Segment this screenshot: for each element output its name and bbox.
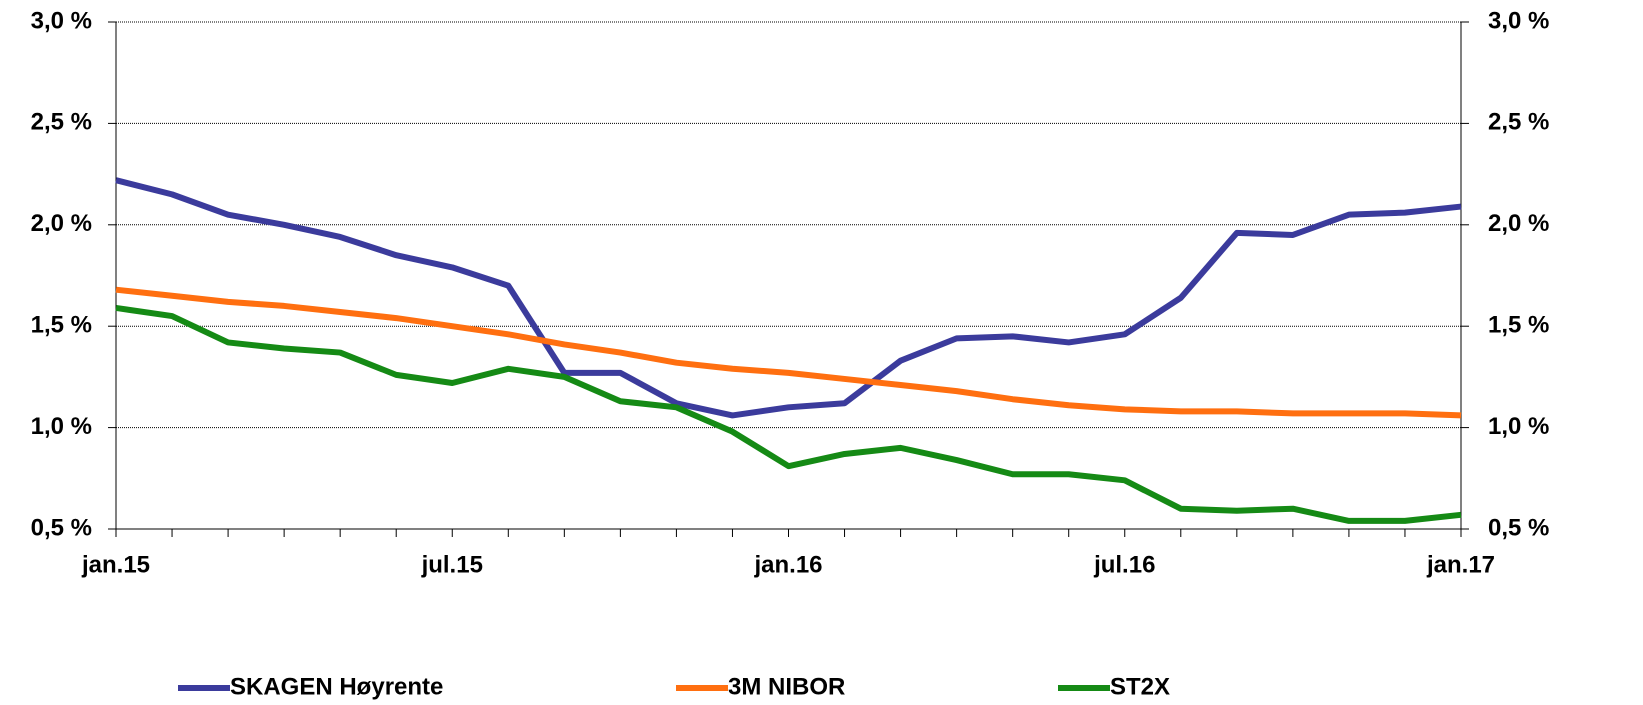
y2-tick-label: 0,5 % [1488, 514, 1549, 541]
x-tick-label: jul.15 [421, 551, 483, 578]
y-tick-label: 3,0 % [31, 7, 92, 34]
legend-label: 3M NIBOR [728, 673, 845, 700]
legend-label: SKAGEN Høyrente [230, 673, 443, 700]
series-line [115, 286, 1462, 419]
legend-label: ST2X [1110, 673, 1170, 700]
x-tick-label: jan.17 [1426, 551, 1495, 578]
y2-tick-label: 2,5 % [1488, 109, 1549, 136]
y2-tick-label: 3,0 % [1488, 7, 1549, 34]
y2-tick-label: 1,5 % [1488, 312, 1549, 339]
x-tick-label: jan.16 [753, 551, 822, 578]
y-tick-label: 1,5 % [31, 312, 92, 339]
series-line [115, 304, 1462, 524]
y-tick-label: 1,0 % [31, 413, 92, 440]
y2-tick-label: 2,0 % [1488, 210, 1549, 237]
x-tick-label: jan.15 [81, 551, 150, 578]
x-tick-label: jul.16 [1093, 551, 1155, 578]
series-line [115, 177, 1462, 419]
y-tick-label: 2,5 % [31, 109, 92, 136]
y-tick-label: 2,0 % [31, 210, 92, 237]
y-tick-label: 0,5 % [31, 514, 92, 541]
y2-tick-label: 1,0 % [1488, 413, 1549, 440]
